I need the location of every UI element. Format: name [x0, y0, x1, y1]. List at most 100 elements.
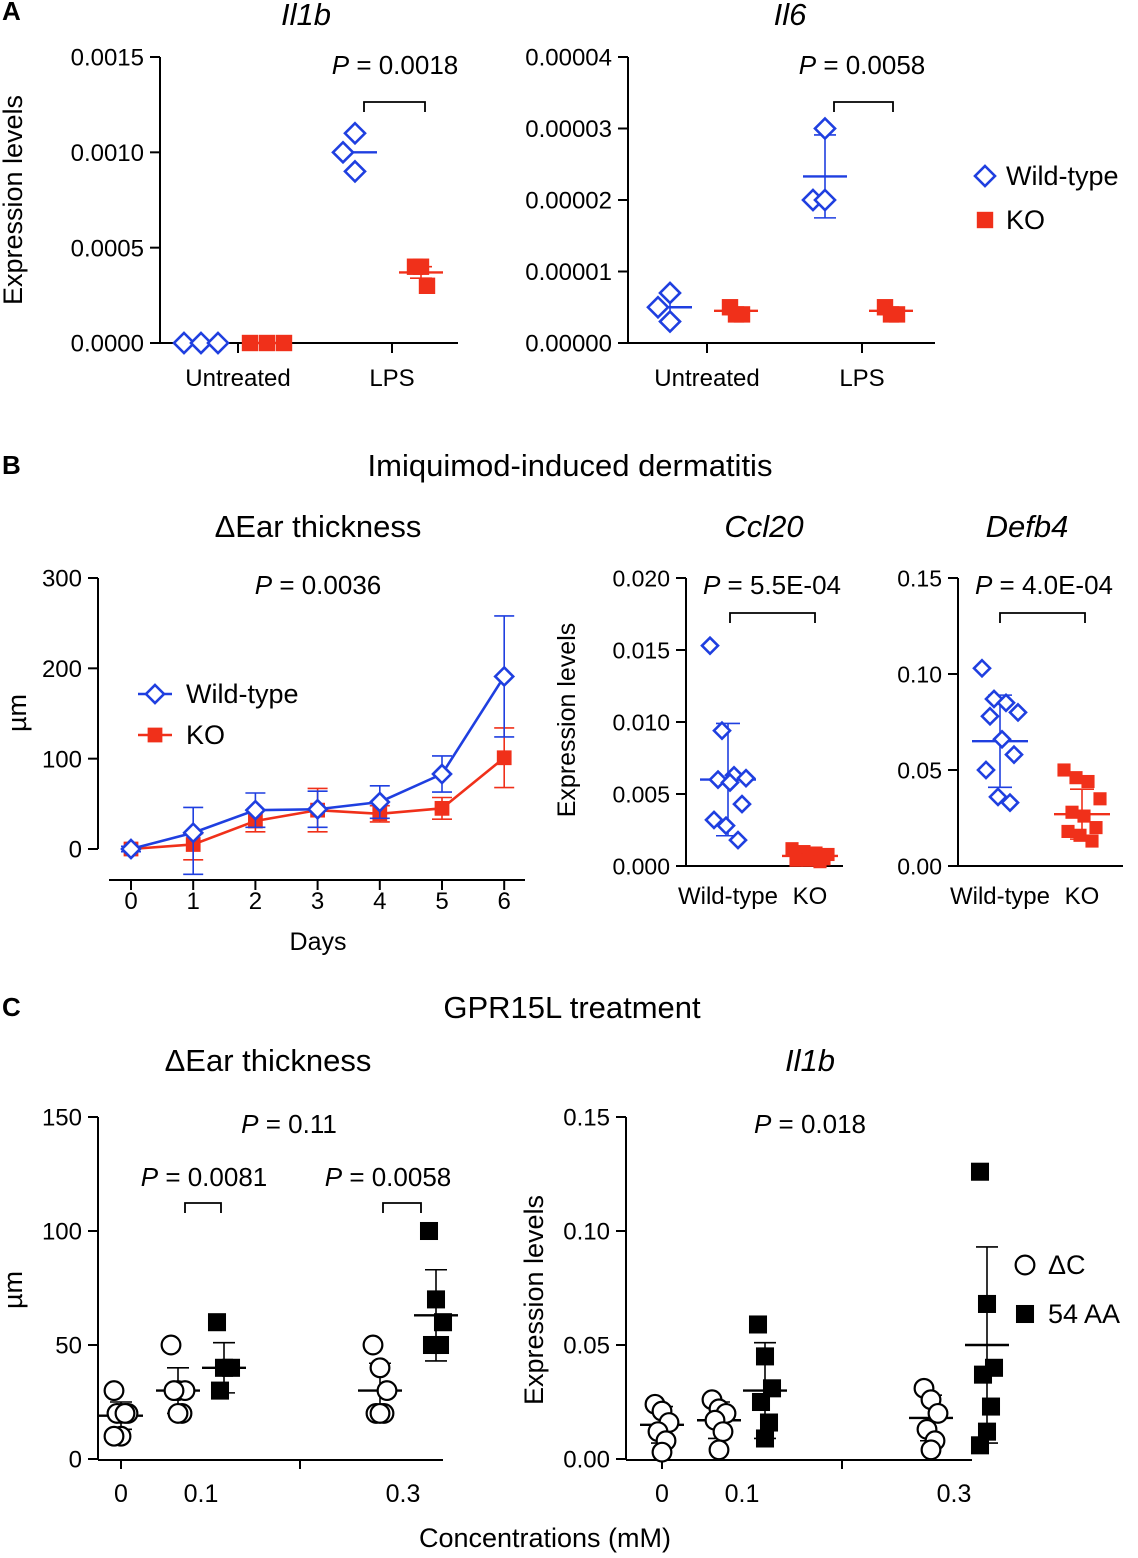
chart-ccl20: 0.000 0.005 0.010 0.015 0.020 Wild-type KO P = …	[612, 565, 843, 910]
chart-title-a2: Il6	[774, 0, 808, 32]
chart-A2-x-tick-label: Untreated	[654, 365, 759, 392]
chart-B2-y-tick-label: 0.000	[612, 853, 670, 879]
chart-gpr15l-ear-thickness: 0 50 100 150 0 0.1 0.3 P = 0.11 P = 0.0081 P = 0.…	[42, 1105, 458, 1508]
chart-C1-bracket-03	[382, 1202, 422, 1213]
chart-C1-y-tick-label: 100	[42, 1219, 82, 1246]
chart-A1-point	[343, 121, 367, 146]
chart-B1-x-tick-label: 5	[435, 888, 448, 915]
legend-a-wildtype-marker-icon	[973, 164, 997, 188]
chart-C1-p-value-01: P = 0.0081	[141, 1162, 268, 1192]
chart-C2-point	[920, 1439, 942, 1461]
chart-B3-y-tick-label: 0.15	[897, 565, 942, 591]
chart-C2-y-tick-label: 0.05	[563, 1333, 610, 1360]
chart-title-a1: Il1b	[281, 0, 331, 32]
section-title-c: GPR15L treatment	[443, 990, 701, 1025]
legend-a-ko-marker-icon	[976, 211, 994, 229]
chart-C2-point	[977, 1422, 997, 1441]
chart-A2-y-tick-label: 0.00002	[525, 188, 612, 215]
chart-B2-x-tick-label: Wild-type	[678, 883, 778, 910]
chart-B1-x-tick-label: 1	[187, 888, 200, 915]
ylabel-a1: Expression levels	[0, 95, 28, 305]
chart-B2-point	[716, 815, 736, 836]
chart-B2-point	[720, 772, 740, 793]
chart-B3-point	[1077, 809, 1091, 823]
chart-C1-point	[103, 1380, 125, 1402]
chart-C1-point	[376, 1380, 398, 1402]
chart-B2-point	[813, 855, 827, 869]
chart-B3-point	[1089, 821, 1103, 835]
chart-B3-x-tick-label: KO	[1065, 883, 1100, 910]
chart-B3-point	[1065, 805, 1079, 819]
legend-b-ko-label: KO	[186, 720, 225, 750]
chart-B1-point	[306, 798, 329, 821]
chart-C2-point	[977, 1294, 997, 1313]
chart-A2-bracket	[833, 101, 894, 112]
legend-marker	[144, 683, 166, 705]
chart-B2-point	[728, 830, 748, 850]
chart-C2-x-tick-label: 0	[655, 1480, 669, 1508]
legend-marker	[1015, 1304, 1035, 1324]
chart-C2-y-tick-label: 0.00	[563, 1447, 610, 1474]
chart-B3-point	[996, 692, 1016, 713]
chart-A2-point	[658, 281, 682, 305]
chart-B3-point	[1069, 771, 1083, 785]
ylabel-c2: Expression levels	[519, 1195, 549, 1405]
chart-C1-point	[114, 1402, 136, 1424]
chart-C2-point	[759, 1413, 779, 1432]
chart-A1-point	[343, 159, 367, 184]
legend-c-54aa-marker-icon	[1015, 1304, 1035, 1324]
chart-B1-point	[120, 838, 142, 860]
chart-C1-point	[210, 1381, 230, 1400]
chart-C2-point	[970, 1436, 990, 1455]
chart-A1-y-tick-label: 0.0000	[71, 331, 144, 358]
chart-B3-point	[1057, 763, 1071, 777]
ylabel-b2: Expression levels	[553, 623, 581, 818]
legend-c-deltac-marker-icon	[1014, 1254, 1036, 1276]
legend-b-ko-marker-icon	[138, 727, 172, 743]
chart-A1-point	[412, 258, 430, 275]
chart-B1-point	[493, 665, 516, 688]
chart-B3-p-value: P = 4.0E-04	[975, 570, 1113, 600]
legend-c-deltac-label: ΔC	[1048, 1250, 1086, 1280]
chart-C1-point	[163, 1380, 185, 1402]
chart-C2-point	[651, 1441, 673, 1463]
chart-B1-point	[244, 799, 267, 821]
chart-A2-y-tick-label: 0.00003	[525, 116, 612, 143]
chart-C1-point	[426, 1290, 446, 1309]
chart-A2-point	[813, 188, 837, 212]
chart-A1-point	[172, 331, 196, 355]
chart-C2-point	[708, 1439, 730, 1461]
chart-B2-point	[801, 853, 815, 867]
chart-B1-point	[368, 791, 391, 813]
chart-C1-point	[369, 1402, 391, 1424]
chart-A2-y-tick-label: 0.00000	[525, 331, 612, 358]
chart-C1-p-value-03: P = 0.0058	[325, 1162, 452, 1192]
legend-c: ΔC 54 AA	[1014, 1250, 1120, 1329]
chart-C1-point	[160, 1334, 182, 1356]
ylabel-c1: µm	[0, 1271, 28, 1309]
legend-marker	[973, 164, 997, 188]
chart-A2-point	[888, 306, 906, 323]
chart-B3-point	[1073, 828, 1087, 842]
chart-B2-y-tick-label: 0.010	[612, 709, 670, 735]
section-title-b: Imiquimod-induced dermatitis	[368, 448, 773, 483]
chart-B1-x-tick-label: 0	[124, 888, 137, 915]
panel-label-a: A	[2, 0, 21, 26]
chart-A1-y-tick-label: 0.0010	[71, 140, 144, 167]
chart-title-b1: ΔEar thickness	[215, 509, 422, 544]
chart-il6-lps: 0.00000 0.00001 0.00002 0.00003 0.00004 Untre…	[525, 45, 935, 392]
chart-C1-p-value-overall: P = 0.11	[241, 1109, 337, 1139]
chart-B1-point	[496, 750, 512, 766]
chart-C1-point	[362, 1334, 384, 1356]
chart-B3-bracket	[999, 612, 1086, 623]
chart-A1-point	[241, 334, 259, 352]
chart-B3-y-tick-label: 0.10	[897, 661, 942, 687]
chart-B2-p-value: P = 5.5E-04	[703, 570, 841, 600]
chart-title-c1: ΔEar thickness	[165, 1043, 372, 1078]
chart-B1-x-tick-label: 6	[498, 888, 511, 915]
chart-C1-bracket-01	[184, 1202, 222, 1213]
chart-A2-point	[646, 295, 670, 320]
chart-B1-y-tick-label: 200	[42, 656, 82, 683]
chart-A1-point	[189, 331, 213, 355]
chart-title-b2: Ccl20	[724, 509, 803, 544]
